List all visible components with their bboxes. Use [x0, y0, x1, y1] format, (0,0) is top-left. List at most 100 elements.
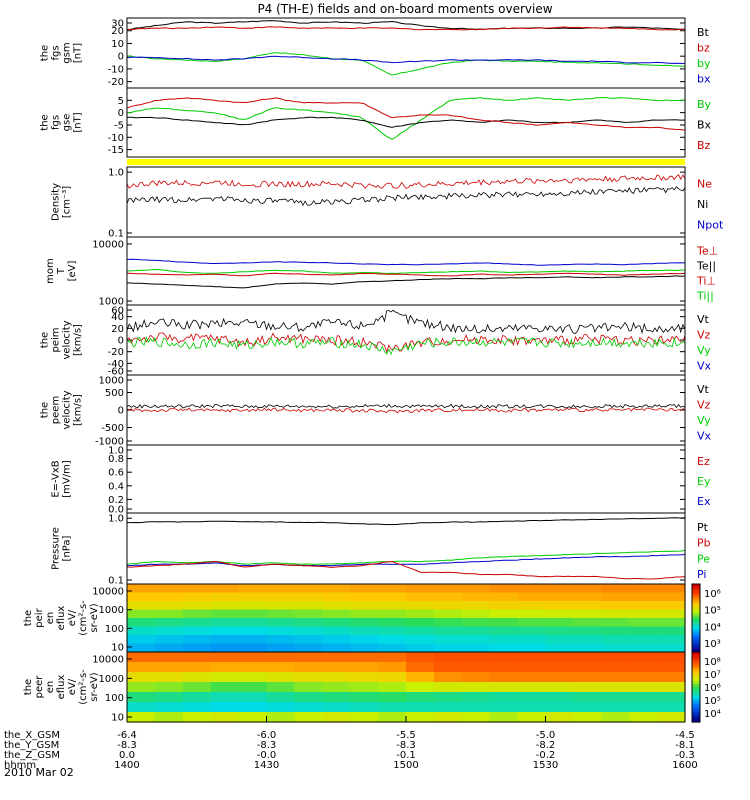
heatmap-cell: [238, 618, 268, 628]
colorbar-swatch: [692, 623, 700, 628]
legend-entry: Bz: [697, 139, 711, 152]
x-row-value: -5.0: [536, 730, 556, 741]
y-tick-label: -5: [114, 120, 124, 131]
heatmap-cell: [322, 618, 351, 628]
heatmap-cell: [489, 682, 519, 693]
heatmap-cell: [266, 712, 295, 723]
heatmap-cell: [266, 592, 295, 602]
heatmap-cell: [406, 592, 435, 602]
heatmap-cell: [182, 702, 212, 713]
heatmap-cell: [517, 618, 547, 628]
legend-entry: Ti||: [696, 290, 714, 303]
panel-7-ylabel: E=-VxB [mV/m]: [51, 460, 73, 498]
colorbar-swatch: [692, 643, 700, 647]
legend-entry: Vx: [697, 359, 712, 372]
heatmap-cell: [294, 592, 323, 602]
panel-2-ylabel: the fgs gse [nT]: [40, 112, 84, 132]
heatmap-cell: [461, 584, 491, 594]
heatmap-cell: [545, 609, 574, 619]
heatmap-cell: [154, 584, 184, 594]
heatmap-cell: [601, 618, 630, 628]
colorbar-label: 10⁵: [704, 696, 721, 707]
heatmap-cell: [266, 584, 295, 594]
heatmap-cell: [601, 652, 630, 663]
legend-entry: Vy: [697, 344, 711, 357]
colorbar-swatch: [692, 713, 700, 717]
panel-7-legend: Ez Ey Ex: [697, 455, 711, 508]
heatmap-cell: [545, 672, 574, 683]
heatmap-cell: [406, 662, 435, 673]
series-line: [126, 560, 686, 580]
ylabel-line: eflux: [56, 606, 67, 631]
heatmap-cell: [433, 643, 463, 653]
ylabel-line: [nPa]: [62, 535, 73, 561]
heatmap-cell: [406, 643, 435, 653]
heatmap-cell: [238, 584, 268, 594]
series-line: [126, 403, 686, 409]
heatmap-cell: [489, 601, 519, 611]
panel-9-colorbar: 10⁶ 10⁵ 10⁴ 10³: [691, 583, 721, 653]
heatmap-cell: [294, 692, 323, 703]
series-line: [126, 275, 686, 289]
heatmap-cell: [238, 601, 268, 611]
heatmap-cell: [266, 635, 295, 645]
heatmap-cell: [127, 643, 156, 653]
panel-5-ylabel: the peim velocity [km/s]: [40, 320, 84, 359]
heatmap-cell: [182, 712, 212, 723]
x-row-label: hhmm: [4, 760, 36, 771]
y-tick-label: -40: [108, 359, 124, 370]
heatmap-cell: [601, 609, 630, 619]
colorbar-swatch: [692, 646, 700, 650]
heatmap-cell: [517, 692, 547, 703]
y-tick-label: 0.4: [108, 481, 124, 492]
heatmap-cell: [517, 662, 547, 673]
heatmap-cell: [545, 712, 574, 723]
heatmap-cell: [573, 712, 602, 723]
heatmap-cell: [406, 584, 435, 594]
colorbar-swatch: [692, 589, 700, 594]
heatmap-cell: [378, 592, 407, 602]
y-tick-label: 1000: [99, 297, 124, 308]
heatmap-cell: [322, 682, 351, 693]
heatmap-cell: [461, 712, 491, 723]
heatmap-cell: [545, 692, 574, 703]
heatmap-cell: [406, 618, 435, 628]
heatmap-cell: [294, 682, 323, 693]
heatmap-cell: [433, 601, 463, 611]
x-row-value: -8.3: [117, 740, 137, 751]
panel-3-ylabel: Density [cm⁻³]: [51, 183, 73, 221]
heatmap-cell: [629, 643, 658, 653]
heatmap-cell: [573, 584, 602, 594]
heatmap-cell: [489, 609, 519, 619]
heatmap-cell: [210, 662, 240, 673]
x-row-value: -0.1: [396, 750, 416, 761]
x-row-value: 1400: [114, 760, 139, 771]
heatmap-cell: [657, 682, 686, 693]
orbit-status-bar: [127, 159, 685, 165]
heatmap-cell: [154, 662, 184, 673]
heatmap-cell: [629, 618, 658, 628]
colorbar-swatch: [692, 719, 700, 723]
heatmap-cell: [238, 692, 268, 703]
heatmap-cell: [406, 712, 435, 723]
heatmap-cell: [127, 584, 156, 594]
heatmap-cell: [238, 672, 268, 683]
panel-8-ylabel: Pressure [nPa]: [51, 527, 73, 570]
heatmap-cell: [433, 712, 463, 723]
heatmap-cell: [238, 702, 268, 713]
heatmap-cell: [350, 672, 379, 683]
heatmap-cell: [210, 643, 240, 653]
heatmap-cell: [210, 626, 240, 636]
colorbar-swatch: [692, 635, 700, 639]
heatmap-cell: [573, 702, 602, 713]
ylabel-line: velocity: [62, 390, 73, 429]
heatmap-cell: [517, 584, 547, 594]
panel-2: the fgs gse [nT] 50-5 -10-15 By Bx Bz: [40, 87, 712, 158]
heatmap-cell: [378, 652, 407, 663]
legend-entry: Vz: [697, 328, 711, 341]
heatmap-cell: [573, 609, 602, 619]
colorbar-swatch: [692, 701, 700, 706]
heatmap-cell: [378, 702, 407, 713]
heatmap-cell: [350, 635, 379, 645]
y-tick-label: 10000: [92, 655, 124, 666]
